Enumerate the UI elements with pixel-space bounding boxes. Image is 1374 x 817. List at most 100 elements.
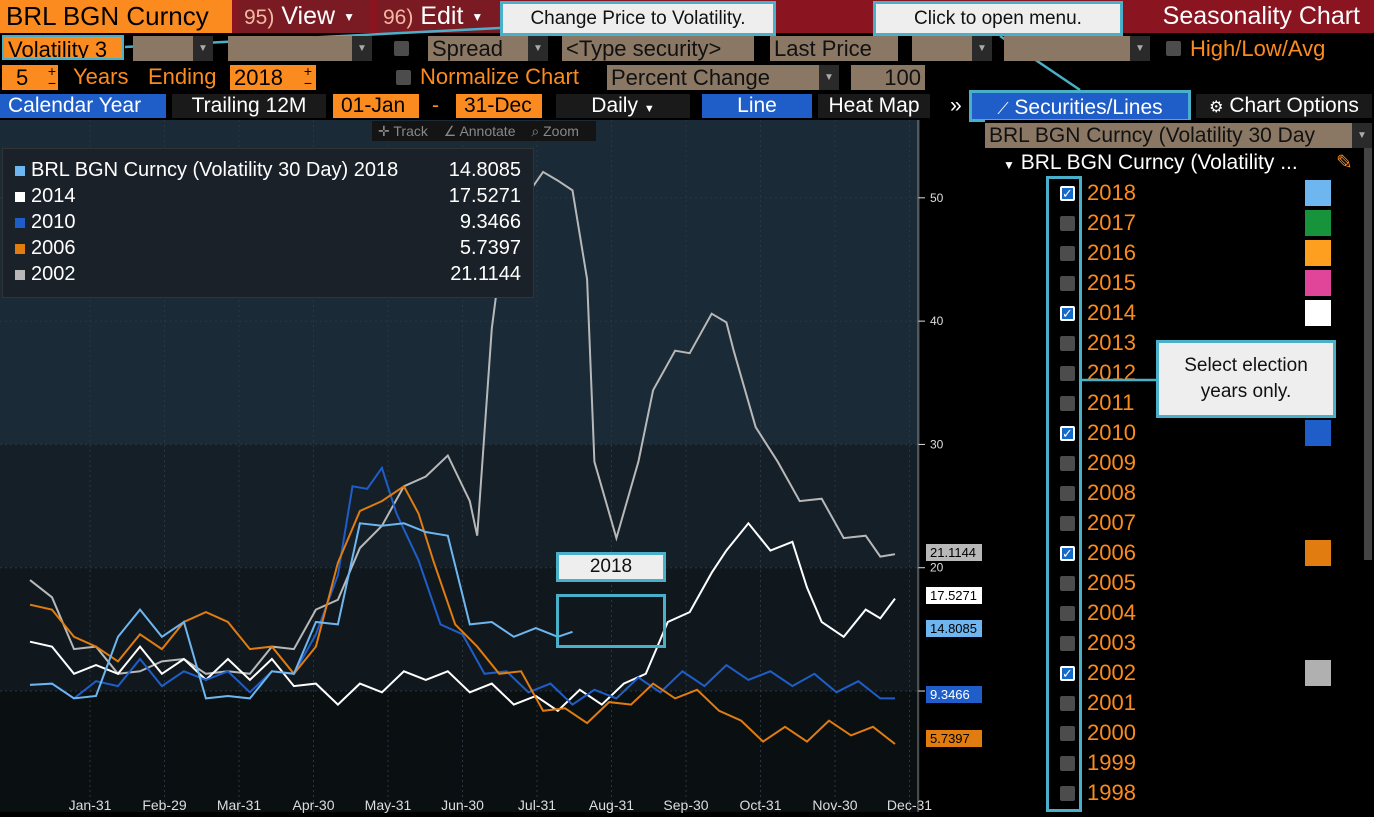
year-checkbox-2012[interactable] xyxy=(1060,366,1075,381)
edit-menu-button[interactable]: 96) Edit ▼ xyxy=(377,0,499,33)
year-checkbox-2005[interactable] xyxy=(1060,576,1075,591)
field-select-2[interactable]: ▼ xyxy=(133,36,213,61)
year-label-2007: 2007 xyxy=(1087,510,1136,535)
year-label-2004: 2004 xyxy=(1087,600,1136,625)
scrollbar[interactable] xyxy=(1364,148,1372,560)
field-select-3[interactable]: ▼ xyxy=(228,36,372,61)
year-label-2006: 2006 xyxy=(1087,540,1136,565)
pencil-icon[interactable]: ✎ xyxy=(1336,152,1353,174)
chevron-down-icon: ▼ xyxy=(352,36,372,61)
year-label-2016: 2016 xyxy=(1087,240,1136,265)
tab-line[interactable]: Line xyxy=(702,94,812,118)
series-line-2014[interactable] xyxy=(29,521,896,713)
year-color-swatch-2018[interactable] xyxy=(1305,180,1331,206)
year-checkbox-2008[interactable] xyxy=(1060,486,1075,501)
callout-select-years: Select election years only. xyxy=(1156,340,1336,418)
year-label-2014: 2014 xyxy=(1087,300,1136,325)
year-color-swatch-2014[interactable] xyxy=(1305,300,1331,326)
year-checkbox-1999[interactable] xyxy=(1060,756,1075,771)
year-label-2012: 2012 xyxy=(1087,360,1136,385)
spread-checkbox[interactable] xyxy=(394,41,409,56)
end-date-input[interactable]: 31-Dec xyxy=(456,94,542,118)
year-checkbox-1998[interactable] xyxy=(1060,786,1075,801)
year-checkbox-2009[interactable] xyxy=(1060,456,1075,471)
year-label-2002: 2002 xyxy=(1087,660,1136,685)
magnifier-icon: ⌕ xyxy=(531,123,540,139)
normalize-checkbox[interactable] xyxy=(396,70,411,85)
spread-select[interactable]: Spread ▼ xyxy=(428,36,548,61)
year-label-1998: 1998 xyxy=(1087,780,1136,805)
year-label-2000: 2000 xyxy=(1087,720,1136,745)
year-checkbox-2016[interactable] xyxy=(1060,246,1075,261)
value-tag-2006: 5.7397 xyxy=(926,730,982,747)
series-line-2006[interactable] xyxy=(29,484,896,745)
year-checkbox-2014[interactable] xyxy=(1060,306,1075,321)
year-checkbox-2010[interactable] xyxy=(1060,426,1075,441)
year-checkbox-2013[interactable] xyxy=(1060,336,1075,351)
view-menu-button[interactable]: 95) View ▼ xyxy=(238,0,370,33)
series-line-2010[interactable] xyxy=(29,465,895,706)
crosshair-icon: ✛ xyxy=(378,123,390,139)
series-line-2018[interactable] xyxy=(29,522,573,700)
year-checkbox-2011[interactable] xyxy=(1060,396,1075,411)
year-color-swatch-2002[interactable] xyxy=(1305,660,1331,686)
chevron-down-icon: ▼ xyxy=(343,9,355,24)
x-tick-label: Oct-31 xyxy=(739,797,781,813)
field-select-5[interactable]: ▼ xyxy=(1004,36,1150,61)
value-tag-2010: 9.3466 xyxy=(926,686,982,703)
ending-year-input[interactable]: 2018 + − xyxy=(230,65,316,90)
chevron-down-icon: ▼ xyxy=(193,36,213,61)
chart-band xyxy=(0,444,920,568)
year-checkbox-2003[interactable] xyxy=(1060,636,1075,651)
last-price-field[interactable]: Last Price xyxy=(770,36,898,61)
year-checkbox-2001[interactable] xyxy=(1060,696,1075,711)
stepper-icon[interactable]: + − xyxy=(47,65,56,90)
year-checkbox-2017[interactable] xyxy=(1060,216,1075,231)
legend-label: 2014 xyxy=(31,185,76,207)
year-color-swatch-2017[interactable] xyxy=(1305,210,1331,236)
zoom-tool[interactable]: ⌕ Zoom xyxy=(531,123,579,139)
value-tag-2014: 17.5271 xyxy=(926,587,982,604)
legend-swatch xyxy=(15,218,25,228)
year-checkbox-2002[interactable] xyxy=(1060,666,1075,681)
stepper-icon[interactable]: + − xyxy=(303,65,312,90)
years-count-input[interactable]: 5 + − xyxy=(2,65,58,90)
normalize-label: Normalize Chart xyxy=(420,64,579,89)
field-select-4[interactable]: ▼ xyxy=(912,36,992,61)
high-low-avg-checkbox[interactable] xyxy=(1166,41,1181,56)
base-value-input[interactable]: 100 xyxy=(851,65,925,90)
year-checkbox-2000[interactable] xyxy=(1060,726,1075,741)
track-label: Track xyxy=(393,123,428,139)
security-input[interactable]: <Type security> xyxy=(562,36,754,61)
year-checkbox-2004[interactable] xyxy=(1060,606,1075,621)
legend-swatch xyxy=(15,192,25,202)
year-label-2010: 2010 xyxy=(1087,420,1136,445)
chevron-down-icon: ▼ xyxy=(471,9,484,24)
annotate-tool[interactable]: ∠ Annotate xyxy=(444,123,516,139)
tab-calendar-year[interactable]: Calendar Year xyxy=(0,94,166,118)
year-checkbox-2018[interactable] xyxy=(1060,186,1075,201)
year-checkbox-2007[interactable] xyxy=(1060,516,1075,531)
percent-change-select[interactable]: Percent Change ▼ xyxy=(607,65,839,90)
track-tool[interactable]: ✛ Track xyxy=(378,123,428,139)
tab-heat-map[interactable]: Heat Map xyxy=(818,94,930,118)
year-color-swatch-2015[interactable] xyxy=(1305,270,1331,296)
price-field-select[interactable]: Volatility 3 xyxy=(2,35,124,60)
chart-options-button[interactable]: ⚙ Chart Options xyxy=(1196,94,1372,118)
year-color-swatch-2016[interactable] xyxy=(1305,240,1331,266)
security-select[interactable]: BRL BGN Curncy (Volatility 30 Day ▼ xyxy=(985,123,1372,148)
year-checkbox-2006[interactable] xyxy=(1060,546,1075,561)
start-date-input[interactable]: 01-Jan xyxy=(333,94,419,118)
security-title[interactable]: BRL BGN Curncy xyxy=(0,0,232,33)
more-tabs-button[interactable]: » xyxy=(950,94,962,117)
x-tick-label: Aug-31 xyxy=(589,797,634,813)
app-title: Seasonality Chart xyxy=(1162,2,1360,30)
tree-node[interactable]: ▼ BRL BGN Curncy (Volatility ... xyxy=(1003,151,1298,175)
year-checkbox-2015[interactable] xyxy=(1060,276,1075,291)
year-color-swatch-2010[interactable] xyxy=(1305,420,1331,446)
year-color-swatch-2006[interactable] xyxy=(1305,540,1331,566)
tab-trailing-12m[interactable]: Trailing 12M xyxy=(172,94,326,118)
securities-lines-button[interactable]: ⟋ Securities/Lines xyxy=(969,90,1191,122)
legend-swatch xyxy=(15,270,25,280)
frequency-select[interactable]: Daily ▼ xyxy=(556,94,690,118)
